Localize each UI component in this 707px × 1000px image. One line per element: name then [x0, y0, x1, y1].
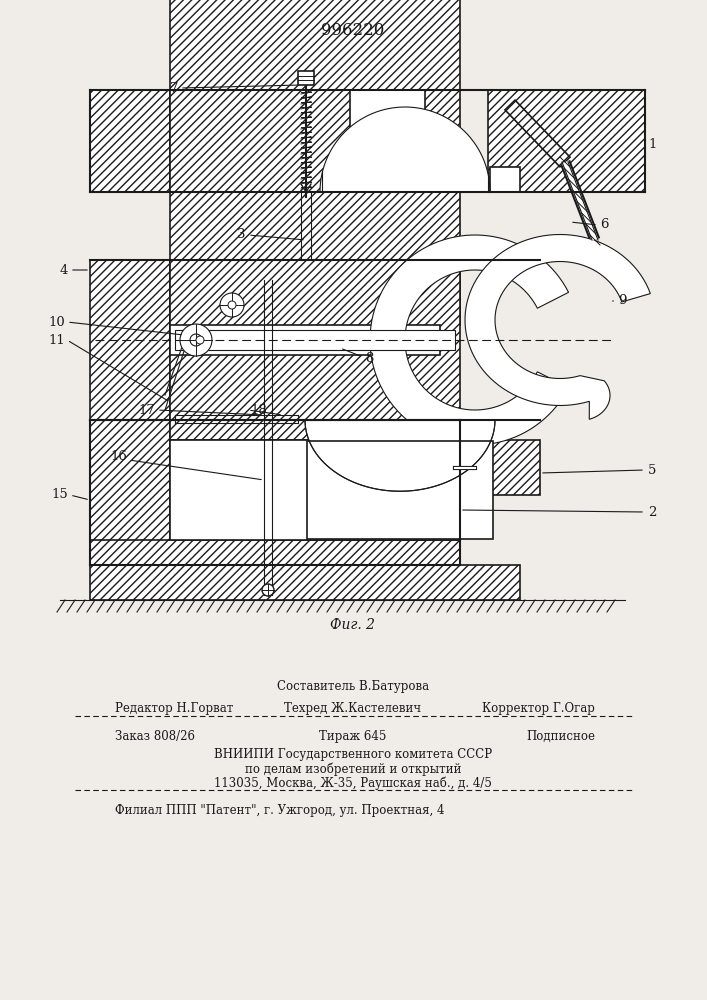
Bar	[490, 167, 520, 192]
Bar	[90, 90, 170, 192]
Bar	[175, 330, 455, 350]
Polygon shape	[320, 107, 525, 192]
Text: 2: 2	[648, 506, 656, 518]
Text: 5: 5	[648, 464, 656, 477]
Circle shape	[190, 334, 202, 346]
Text: 7: 7	[170, 82, 178, 95]
Bar	[350, 90, 425, 192]
Bar	[170, 440, 460, 540]
Bar	[90, 565, 520, 600]
Text: 8: 8	[365, 352, 373, 364]
Text: Редактор Н.Горват: Редактор Н.Горват	[115, 702, 233, 715]
Text: 16: 16	[110, 450, 127, 464]
Circle shape	[262, 584, 274, 596]
Text: 11: 11	[48, 334, 65, 347]
Bar	[170, 260, 288, 325]
Bar	[170, 420, 460, 440]
Circle shape	[180, 324, 212, 356]
Polygon shape	[505, 100, 570, 167]
Bar	[380, 260, 460, 325]
Polygon shape	[370, 235, 568, 445]
Circle shape	[196, 336, 204, 344]
Text: 18: 18	[250, 403, 267, 416]
Bar	[465, 440, 540, 495]
Bar	[170, 325, 440, 355]
Text: 10: 10	[48, 316, 65, 328]
Bar	[268, 445, 430, 540]
Bar	[298, 71, 314, 85]
Bar	[170, 0, 460, 420]
Text: 9: 9	[618, 294, 626, 306]
Text: Составитель В.Батурова: Составитель В.Батурова	[277, 680, 429, 693]
Bar	[268, 90, 350, 192]
Text: 3: 3	[237, 229, 245, 241]
Bar	[90, 260, 170, 420]
Polygon shape	[305, 420, 495, 491]
Text: 996220: 996220	[321, 22, 385, 39]
Text: 17: 17	[138, 403, 155, 416]
Text: ВНИИПИ Государственного комитета СССР: ВНИИПИ Государственного комитета СССР	[214, 748, 492, 761]
Text: Корректор Г.Огар: Корректор Г.Огар	[482, 702, 595, 715]
Text: Тираж 645: Тираж 645	[320, 730, 387, 743]
Text: 4: 4	[59, 263, 68, 276]
Text: Филиал ППП "Патент", г. Ужгород, ул. Проектная, 4: Филиал ППП "Патент", г. Ужгород, ул. Про…	[115, 804, 445, 817]
Text: 1: 1	[648, 137, 656, 150]
Text: Фиг. 2: Фиг. 2	[330, 618, 375, 632]
Text: 113035, Москва, Ж-35, Раушская наб., д. 4/5: 113035, Москва, Ж-35, Раушская наб., д. …	[214, 776, 492, 790]
Text: по делам изобретений и открытий: по делам изобретений и открытий	[245, 762, 461, 776]
Bar	[90, 540, 460, 565]
Text: Техред Ж.Кастелевич: Техред Ж.Кастелевич	[284, 702, 421, 715]
Bar	[170, 90, 268, 192]
Text: 15: 15	[51, 488, 68, 502]
Text: 6: 6	[600, 219, 609, 232]
Circle shape	[220, 293, 244, 317]
Polygon shape	[465, 235, 650, 419]
Bar	[90, 420, 170, 565]
Bar	[307, 441, 493, 539]
Text: Заказ 808/26: Заказ 808/26	[115, 730, 195, 743]
Bar	[488, 90, 645, 192]
Circle shape	[228, 301, 236, 309]
Text: Подписное: Подписное	[526, 730, 595, 743]
